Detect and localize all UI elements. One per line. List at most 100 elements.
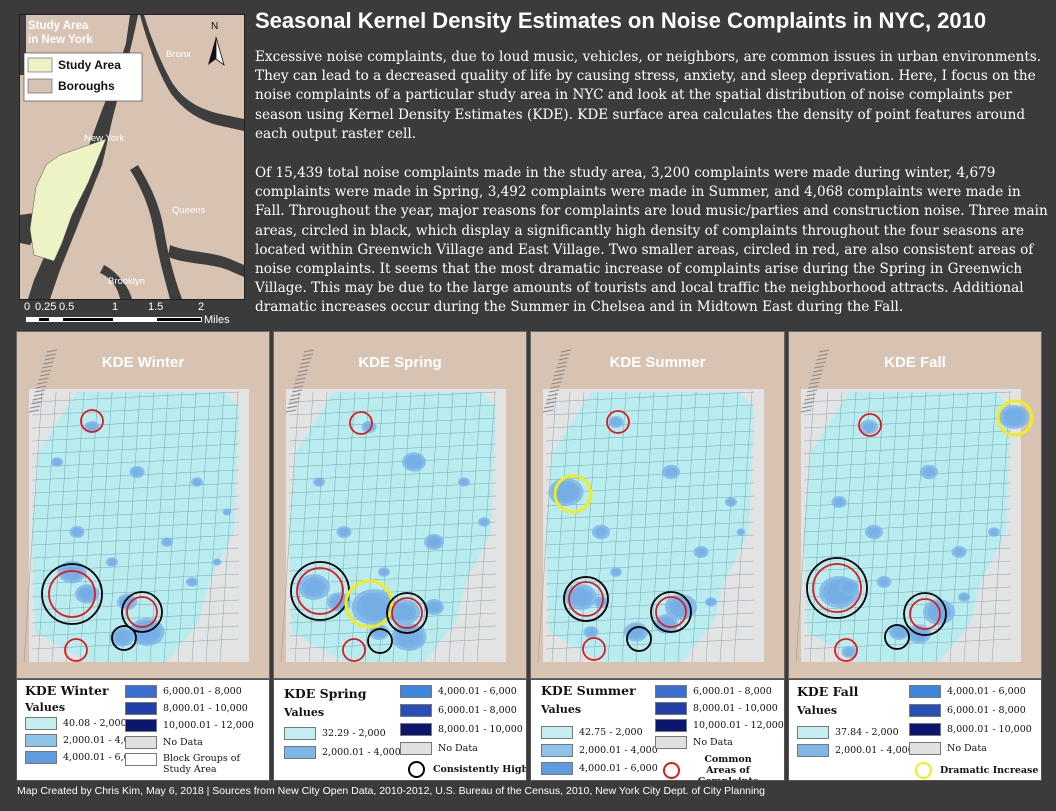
legend-item: Block Groups of Study Area: [125, 753, 243, 775]
pier: [28, 409, 40, 413]
street-line: [280, 391, 300, 663]
kde-hotspot: [424, 534, 444, 550]
highlight-ring: [626, 626, 652, 652]
street-line: [545, 391, 755, 403]
street-line: [803, 443, 1012, 455]
legend-label: 4,000.01 - 6,000: [947, 686, 1026, 697]
place-label-bronx: Bronx: [166, 49, 191, 60]
north-arrow-label: N: [211, 21, 219, 32]
highlight-ring: [568, 581, 604, 617]
street-line: [205, 391, 225, 663]
scale-tick-0: 0: [24, 301, 31, 313]
legend-label: 4,000.01 - 6,000: [579, 763, 658, 774]
map-panel-fall: KDE Fall: [788, 331, 1042, 679]
piers: [285, 349, 315, 413]
kde-map-fall: [789, 332, 1041, 678]
pier: [38, 377, 49, 381]
street-line: [31, 391, 240, 403]
pier: [40, 369, 52, 373]
legend-swatch: [400, 723, 432, 736]
highlight-ring: [296, 567, 344, 615]
street-line: [31, 417, 240, 429]
pier: [550, 385, 561, 389]
street-line: [288, 456, 497, 468]
legend-label: 6,000.01 - 8,000: [947, 705, 1026, 716]
consistently-high-ring-icon: [408, 761, 425, 778]
street-line: [476, 391, 496, 663]
legend-swatch: [655, 736, 687, 749]
street-line: [322, 391, 342, 663]
legend-swatch: [655, 685, 687, 698]
legend-item: 2,000.01 - 4,000: [797, 744, 914, 757]
street-line: [288, 560, 497, 572]
legend-item: No Data: [655, 736, 733, 749]
street-line: [288, 534, 497, 546]
legend-label: No Data: [947, 743, 987, 754]
pier: [297, 369, 309, 373]
highlight-ring: [553, 474, 593, 514]
street-line: [809, 391, 829, 663]
street-line: [545, 521, 755, 533]
street-line: [308, 391, 328, 663]
kde-hotspot: [705, 597, 717, 607]
street-line: [537, 391, 557, 663]
pier: [811, 373, 822, 377]
legend-label: 10,000.01 - 12,000: [693, 720, 784, 731]
legend-item: 4,000.01 - 6,000: [25, 751, 142, 764]
street-line: [31, 508, 240, 520]
map-title-summer: KDE Summer: [609, 354, 706, 371]
kde-hotspot: [191, 477, 203, 487]
scale-segment: [114, 317, 156, 322]
street-line: [733, 391, 753, 663]
kde-hotspot: [222, 508, 232, 516]
legend-item: 8,000.01 - 10,000: [125, 702, 248, 715]
legend-item: 2,000.01 - 4,000: [284, 746, 401, 759]
page-title: Seasonal Kernel Density Estimates on Noi…: [255, 8, 987, 33]
street-line: [803, 508, 1012, 520]
findings-paragraph: Of 15,439 total noise complaints made in…: [255, 165, 1048, 316]
street-line: [545, 417, 755, 429]
pier: [815, 361, 826, 365]
scale-tick-2: 2: [198, 301, 205, 313]
kde-hotspot: [388, 599, 420, 625]
pier: [810, 377, 821, 381]
legend-spring: KDE Spring Values 32.29 - 2,000 2,000.01…: [273, 679, 527, 781]
legend-title-fall: KDE Fall: [797, 684, 859, 699]
pier: [43, 361, 54, 365]
pier: [808, 385, 819, 389]
scale-segment: [38, 317, 50, 322]
legend-label: 40.08 - 2,000: [63, 718, 127, 729]
street-line: [545, 430, 755, 442]
legend-item: 32.29 - 2,000: [284, 727, 386, 740]
highlight-ring: [606, 410, 630, 434]
street-line: [607, 391, 627, 663]
kde-hotspot: [298, 574, 330, 600]
street-line: [107, 391, 127, 663]
kde-hotspot: [129, 466, 145, 478]
legend-swatch: [125, 719, 157, 732]
highlight-ring: [80, 409, 104, 433]
street-line: [288, 443, 497, 455]
legend-item: 10,000.01 - 12,000: [125, 719, 254, 732]
pier: [805, 393, 816, 397]
street-line: [991, 391, 1011, 663]
pier: [301, 357, 312, 361]
kde-hotspot: [336, 526, 352, 538]
legend-swatch: [797, 744, 829, 757]
street-line: [135, 391, 155, 663]
legend-item: 2,000.01 - 4,000: [25, 734, 142, 747]
pier: [288, 401, 299, 405]
pier: [553, 373, 564, 377]
pier: [44, 357, 55, 361]
kde-hotspot: [920, 464, 938, 480]
legend-values-label: Values: [25, 701, 66, 714]
legend-item: 42.75 - 2,000: [541, 726, 643, 739]
street-line: [545, 495, 755, 507]
dramatic-increase-ring-icon: [915, 762, 932, 779]
pier: [37, 381, 48, 385]
pier: [558, 357, 569, 361]
highlight-ring: [342, 638, 366, 662]
street-line: [31, 573, 240, 585]
pier: [299, 365, 310, 369]
street-line: [31, 456, 240, 468]
